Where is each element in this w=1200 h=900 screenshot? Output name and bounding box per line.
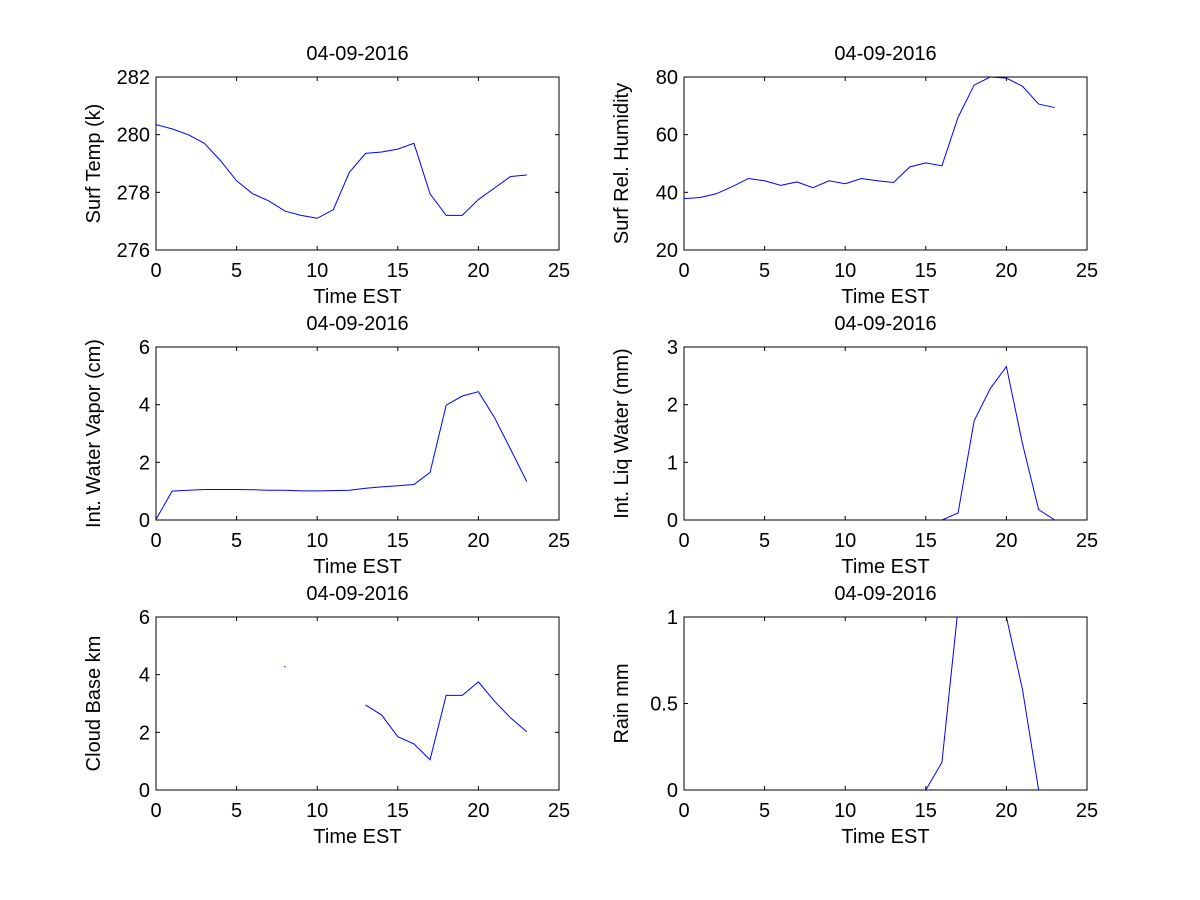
x-tick-label: 10 — [306, 530, 328, 552]
x-tick-label: 15 — [387, 260, 409, 282]
y-tick-label: 4 — [139, 395, 150, 417]
x-axis-label: Time EST — [841, 286, 929, 308]
axes-frame — [155, 346, 560, 521]
x-axis-label: Time EST — [841, 826, 929, 848]
y-tick-label: 0 — [139, 780, 150, 802]
subplot-5: 0 5 10 15 20 25 0 2 4 6 04-09-2016 Time EST Cloud Ba… — [83, 583, 570, 848]
x-tick-label: 20 — [995, 530, 1017, 552]
x-tick-label: 10 — [306, 800, 328, 822]
x-tick-label: 25 — [1076, 260, 1098, 282]
x-tick-label: 0 — [678, 800, 689, 822]
y-tick-label: 4 — [139, 665, 150, 687]
x-axis-label: Time EST — [313, 286, 401, 308]
y-tick-label: 2 — [667, 395, 678, 417]
x-tick-label: 0 — [150, 530, 161, 552]
x-tick-label: 25 — [548, 800, 570, 822]
y-tick-label: 3 — [667, 337, 678, 359]
x-tick-label: 5 — [231, 530, 242, 552]
y-tick-label: 276 — [117, 240, 150, 262]
y-tick-label: 282 — [117, 67, 150, 89]
series-line-1 — [156, 124, 527, 219]
y-tick-label: 0 — [139, 510, 150, 532]
x-tick-label: 0 — [678, 530, 689, 552]
x-tick-label: 10 — [834, 530, 856, 552]
x-tick-label: 25 — [1076, 530, 1098, 552]
y-tick-label: 80 — [656, 67, 678, 89]
x-tick-label: 15 — [387, 530, 409, 552]
subplot-4: 0 5 10 15 20 25 0 1 2 3 04-09-2016 Time EST Int. Liq… — [611, 313, 1098, 578]
y-tick-label: 280 — [117, 125, 150, 147]
x-tick-label: 5 — [759, 800, 770, 822]
chart-title: 04-09-2016 — [834, 43, 936, 65]
y-tick-label: 6 — [139, 337, 150, 359]
x-tick-label: 5 — [231, 800, 242, 822]
x-tick-label: 0 — [678, 260, 689, 282]
axes-frame — [155, 616, 560, 791]
subplot-1: 0 5 10 15 20 25 276 278 280 282 04-09-2016 Time EST… — [83, 43, 570, 308]
y-tick-label: 20 — [656, 240, 678, 262]
subplot-6: 0 5 10 15 20 25 0 0.5 1 04-09-2016 Time EST Rain mm — [611, 583, 1098, 848]
series-line-1 — [925, 617, 1040, 790]
x-tick-label: 10 — [306, 260, 328, 282]
chart-title: 04-09-2016 — [306, 43, 408, 65]
x-tick-label: 5 — [759, 530, 770, 552]
chart-title: 04-09-2016 — [306, 583, 408, 605]
y-tick-label: 6 — [139, 607, 150, 629]
chart-title: 04-09-2016 — [834, 583, 936, 605]
x-tick-label: 10 — [834, 800, 856, 822]
x-tick-label: 20 — [995, 800, 1017, 822]
x-axis-label: Time EST — [313, 826, 401, 848]
y-tick-label: 0 — [667, 510, 678, 532]
x-tick-label: 15 — [915, 530, 937, 552]
y-axis-label: Int. Liq Water (mm) — [611, 348, 633, 518]
x-tick-label: 20 — [995, 260, 1017, 282]
series-line-1 — [365, 681, 528, 761]
x-axis-label: Time EST — [313, 556, 401, 578]
x-tick-label: 15 — [915, 260, 937, 282]
axes-frame — [683, 616, 1088, 791]
y-tick-label: 278 — [117, 182, 150, 204]
chart-title: 04-09-2016 — [834, 313, 936, 335]
y-tick-label: 1 — [667, 452, 678, 474]
series-line-1 — [156, 391, 528, 520]
axes-frame — [683, 76, 1088, 251]
x-tick-label: 15 — [915, 800, 937, 822]
y-tick-label: 2 — [139, 722, 150, 744]
y-tick-label: 0.5 — [650, 694, 678, 716]
data-point-1 — [284, 665, 286, 668]
series-line-1 — [941, 365, 1056, 520]
x-tick-label: 5 — [231, 260, 242, 282]
chart-title: 04-09-2016 — [306, 313, 408, 335]
y-axis-label: Cloud Base km — [83, 636, 105, 772]
x-tick-label: 25 — [1076, 800, 1098, 822]
x-tick-label: 20 — [467, 530, 489, 552]
x-tick-label: 25 — [548, 530, 570, 552]
series-line-1 — [684, 77, 1055, 200]
y-tick-label: 1 — [667, 607, 678, 629]
y-axis-label: Rain mm — [611, 663, 633, 743]
x-tick-label: 20 — [467, 800, 489, 822]
x-tick-label: 20 — [467, 260, 489, 282]
x-axis-label: Time EST — [841, 556, 929, 578]
x-tick-label: 15 — [387, 800, 409, 822]
y-axis-label: Int. Water Vapor (cm) — [83, 339, 105, 528]
y-axis-label: Surf Rel. Humidity — [611, 83, 633, 244]
x-tick-label: 0 — [150, 260, 161, 282]
x-tick-label: 5 — [759, 260, 770, 282]
x-tick-label: 25 — [548, 260, 570, 282]
y-tick-label: 60 — [656, 125, 678, 147]
axes-frame — [683, 346, 1088, 521]
subplot-3: 0 5 10 15 20 25 0 2 4 6 04-09-2016 Time EST Int. Wat… — [83, 313, 570, 578]
y-tick-label: 2 — [139, 452, 150, 474]
x-tick-label: 0 — [150, 800, 161, 822]
y-tick-label: 0 — [667, 780, 678, 802]
y-axis-label: Surf Temp (k) — [83, 104, 105, 224]
y-tick-label: 40 — [656, 182, 678, 204]
subplot-2: 0 5 10 15 20 25 20 40 60 80 04-09-2016 Time EST Surf… — [611, 43, 1098, 308]
x-tick-label: 10 — [834, 260, 856, 282]
